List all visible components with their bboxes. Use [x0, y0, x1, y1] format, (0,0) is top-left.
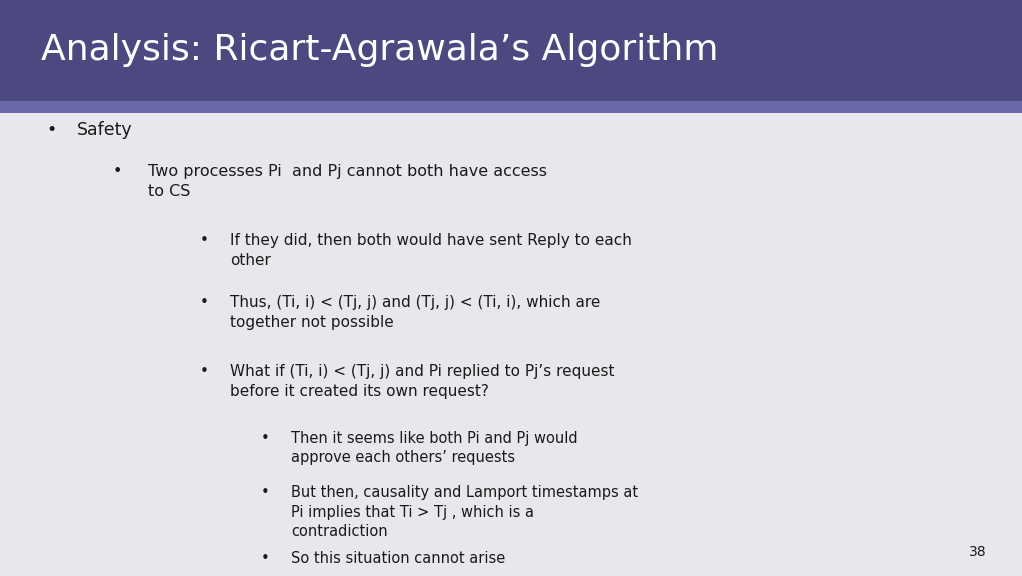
Text: Thus, (Ti, i) < (Tj, j) and (Tj, j) < (Ti, i), which are
together not possible: Thus, (Ti, i) < (Tj, j) and (Tj, j) < (T…: [230, 295, 600, 330]
Text: Safety: Safety: [77, 121, 132, 139]
FancyBboxPatch shape: [0, 101, 1022, 113]
Text: If they did, then both would have sent Reply to each
other: If they did, then both would have sent R…: [230, 233, 632, 268]
FancyBboxPatch shape: [0, 0, 1022, 101]
Text: •: •: [46, 121, 56, 139]
Text: •: •: [199, 233, 208, 248]
Text: •: •: [199, 295, 208, 310]
Text: •: •: [261, 551, 270, 566]
Text: So this situation cannot arise: So this situation cannot arise: [291, 551, 506, 566]
Text: Then it seems like both Pi and Pj would
approve each others’ requests: Then it seems like both Pi and Pj would …: [291, 431, 577, 465]
Text: Two processes Pi  and Pj cannot both have access
to CS: Two processes Pi and Pj cannot both have…: [148, 164, 547, 199]
Text: •: •: [261, 431, 270, 446]
Text: •: •: [112, 164, 122, 179]
Text: 38: 38: [969, 545, 986, 559]
Text: But then, causality and Lamport timestamps at
Pi implies that Ti > Tj , which is: But then, causality and Lamport timestam…: [291, 485, 639, 539]
Text: •: •: [261, 485, 270, 500]
Text: What if (Ti, i) < (Tj, j) and Pi replied to Pj’s request
before it created its o: What if (Ti, i) < (Tj, j) and Pi replied…: [230, 364, 614, 399]
Text: Analysis: Ricart-Agrawala’s Algorithm: Analysis: Ricart-Agrawala’s Algorithm: [41, 33, 718, 67]
Text: •: •: [199, 364, 208, 379]
